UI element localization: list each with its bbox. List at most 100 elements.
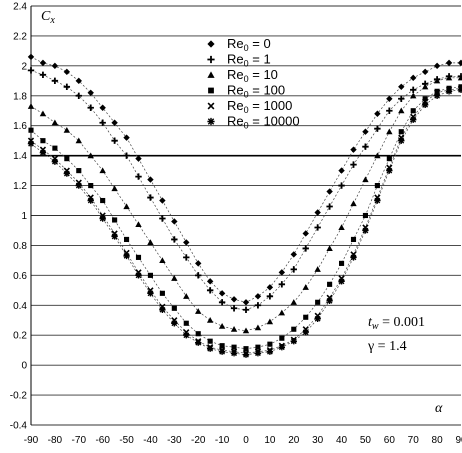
legend-entry: Re0 = 100 xyxy=(227,83,285,100)
data-point xyxy=(410,108,416,114)
x-tick-label: 40 xyxy=(336,435,348,446)
legend-marker xyxy=(207,117,215,126)
data-point xyxy=(267,341,273,347)
x-tick-label: 20 xyxy=(288,435,300,446)
data-point xyxy=(457,59,462,67)
legend-name: Re xyxy=(227,98,244,113)
legend-entry: Re0 = 1 xyxy=(227,52,271,69)
legend-marker xyxy=(208,87,214,94)
y-tick-label: 1 xyxy=(21,211,27,222)
data-point xyxy=(99,119,106,126)
data-point xyxy=(64,156,70,162)
data-point xyxy=(171,275,178,281)
x-tick-label: -20 xyxy=(191,435,206,446)
data-point xyxy=(218,290,226,297)
data-point xyxy=(386,167,393,174)
data-point xyxy=(374,110,381,117)
data-point xyxy=(290,299,297,305)
data-point xyxy=(231,344,237,350)
legend-value: = 1000 xyxy=(249,98,293,113)
data-point xyxy=(350,200,357,207)
data-point xyxy=(135,254,142,260)
data-point xyxy=(112,217,118,223)
data-point xyxy=(39,71,47,79)
legend-subscript: 0 xyxy=(244,90,249,100)
legend-name: Re xyxy=(227,83,244,98)
data-point xyxy=(266,318,274,325)
data-point xyxy=(123,152,130,159)
data-point xyxy=(254,324,262,331)
y-tick-label: 2 xyxy=(21,61,27,72)
legend-value: = 0 xyxy=(249,36,271,51)
y-tick-label: 0.4 xyxy=(13,301,27,312)
data-point xyxy=(314,224,321,231)
data-point xyxy=(326,188,333,195)
data-point xyxy=(398,95,405,102)
data-point xyxy=(434,88,440,94)
data-point xyxy=(99,215,106,222)
x-tick-label: 50 xyxy=(360,435,372,446)
data-point xyxy=(147,176,154,183)
data-point xyxy=(207,338,213,344)
data-point xyxy=(206,278,214,285)
x-tick-label: 90 xyxy=(455,435,462,446)
data-point xyxy=(445,59,453,67)
data-point xyxy=(88,183,94,189)
data-point xyxy=(421,68,429,76)
data-point xyxy=(218,348,226,355)
data-point xyxy=(386,128,393,135)
data-point xyxy=(278,343,286,351)
data-point xyxy=(27,67,35,74)
data-point xyxy=(350,146,357,153)
data-point xyxy=(327,281,333,287)
data-point xyxy=(218,299,226,306)
y-axis-title: Cx xyxy=(41,9,55,26)
y-tick-label: 1.4 xyxy=(13,151,27,162)
y-tick-label: 1.8 xyxy=(13,91,27,102)
data-point xyxy=(326,203,333,210)
data-point xyxy=(266,293,274,300)
y-tick-labels: -0.4 -0.2 0 0.2 0.4 0.6 0.8 1 1.2 1.4 1.6 1.8 2 2.2 2.… xyxy=(10,2,28,432)
data-point xyxy=(195,260,202,267)
data-point xyxy=(326,245,333,251)
data-point xyxy=(350,236,357,243)
data-point xyxy=(230,349,238,357)
x-tick-label: -50 xyxy=(119,435,134,446)
x-tick-label: 0 xyxy=(243,435,249,446)
data-point xyxy=(195,272,202,279)
series-3-points xyxy=(28,84,462,352)
x-tick-label: 60 xyxy=(384,435,396,446)
data-point xyxy=(242,327,250,334)
legend-entry: Re0 = 10000 xyxy=(227,114,300,131)
data-point xyxy=(206,345,214,352)
data-point xyxy=(279,335,285,341)
x-tick-label: -90 xyxy=(24,435,39,446)
data-point xyxy=(51,158,59,165)
data-point xyxy=(302,245,309,252)
data-point xyxy=(278,269,286,276)
y-tick-label: 0.6 xyxy=(13,271,27,282)
data-point xyxy=(135,173,142,180)
x-tick-label: -80 xyxy=(48,435,63,446)
data-point xyxy=(52,145,58,151)
legend-subscript: 0 xyxy=(244,121,249,131)
series-2-points xyxy=(27,74,462,334)
data-point xyxy=(195,308,202,314)
data-point xyxy=(51,77,59,85)
data-point xyxy=(75,92,82,99)
legend-marker xyxy=(207,102,215,110)
data-point xyxy=(63,68,71,76)
y-tick-label: 2.2 xyxy=(13,31,27,42)
data-point xyxy=(242,299,250,306)
legend-subscript: 0 xyxy=(244,74,249,84)
data-point xyxy=(242,306,250,313)
data-point xyxy=(374,152,381,159)
data-point xyxy=(159,197,166,204)
data-point xyxy=(386,156,392,162)
legend-subscript: 0 xyxy=(244,105,249,115)
x-tick-label: -40 xyxy=(143,435,158,446)
data-point xyxy=(457,74,462,81)
data-point xyxy=(147,239,154,245)
